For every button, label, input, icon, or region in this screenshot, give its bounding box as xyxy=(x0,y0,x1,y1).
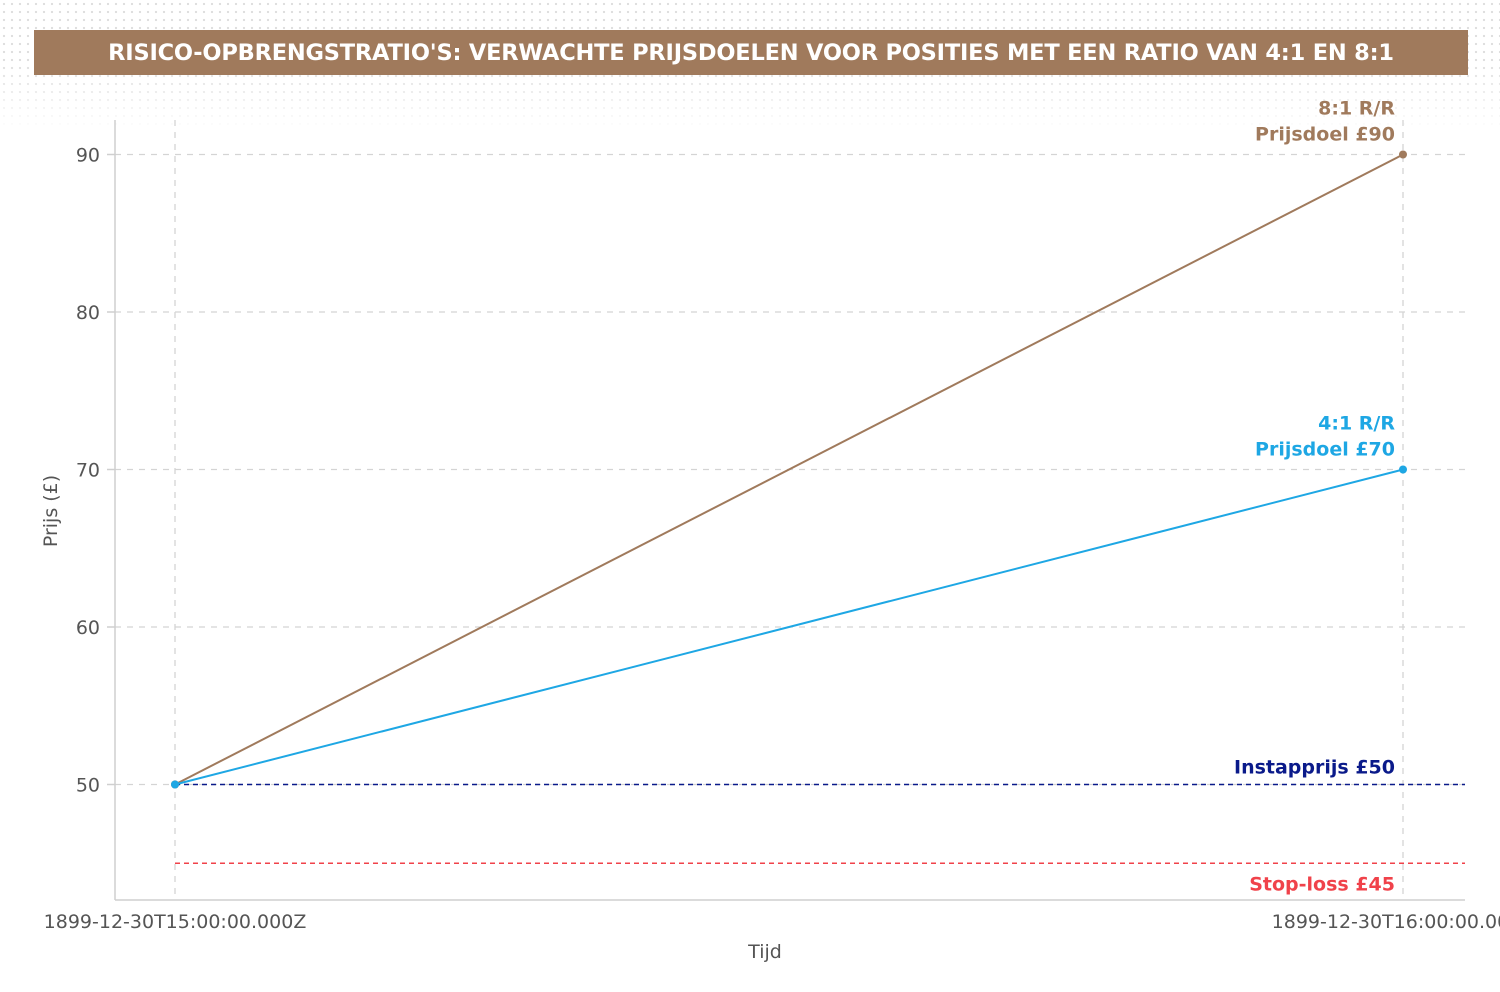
annotation-1-line-0: 4:1 R/R xyxy=(1318,413,1395,435)
y-tick-label: 50 xyxy=(76,775,100,797)
annotation-0-line-0: 8:1 R/R xyxy=(1318,98,1395,120)
y-tick-label: 60 xyxy=(76,617,100,639)
y-tick-label: 80 xyxy=(76,302,100,324)
x-tick-label: 1899-12-30T15:00:00.000Z xyxy=(44,911,307,933)
series-lines xyxy=(171,150,1407,789)
chart-title-bar: RISICO-OPBRENGSTRATIO'S: VERWACHTE PRIJS… xyxy=(34,30,1468,75)
x-tick-label: 1899-12-30T16:00:00.000Z xyxy=(1272,911,1500,933)
series-line-0 xyxy=(174,153,1404,786)
reference-lines xyxy=(175,783,1465,864)
tick-labels: 50 60 70 80 90 1899-12-30T15:00:00.000Z 1899-1… xyxy=(40,145,1500,964)
axes xyxy=(107,120,1465,901)
series-point-1-0 xyxy=(171,780,179,789)
reference-label-0: Instapprijs £50 xyxy=(1234,757,1395,779)
annotation-1-line-1: Prijsdoel £70 xyxy=(1255,439,1395,461)
y-tick-label: 70 xyxy=(76,460,100,482)
series-point-0-1 xyxy=(1399,150,1407,159)
reference-label-1: Stop-loss £45 xyxy=(1249,873,1395,895)
y-tick-label: 90 xyxy=(76,145,100,167)
chart-title: RISICO-OPBRENGSTRATIO'S: VERWACHTE PRIJS… xyxy=(108,39,1394,66)
y-axis-title: Prijs (£) xyxy=(40,475,62,547)
annotations: Instapprijs £50 Stop-loss £45 8:1 R/R Prijs… xyxy=(1234,98,1395,896)
grid-lines xyxy=(115,120,1465,900)
series-point-1-1 xyxy=(1399,465,1407,474)
series-line-1 xyxy=(174,468,1404,786)
x-axis-title: Tijd xyxy=(747,941,782,963)
annotation-0-line-1: Prijsdoel £90 xyxy=(1255,124,1395,146)
